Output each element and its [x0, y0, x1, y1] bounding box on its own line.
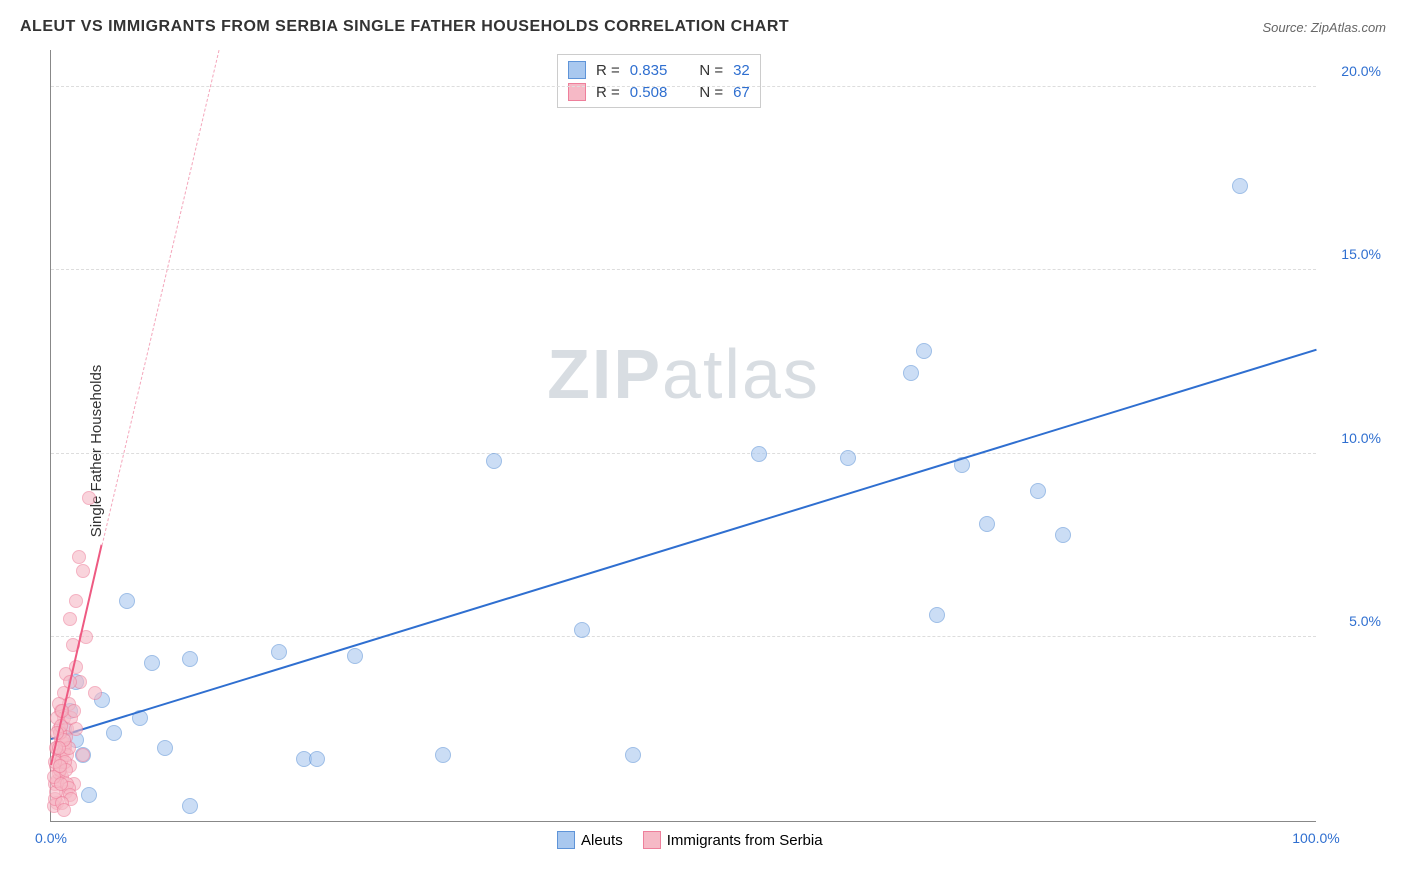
scatter-point [144, 655, 160, 671]
scatter-point [903, 365, 919, 381]
scatter-point [347, 648, 363, 664]
scatter-point [751, 446, 767, 462]
scatter-point [1030, 483, 1046, 499]
scatter-point [119, 593, 135, 609]
chart-source: Source: ZipAtlas.com [1262, 20, 1386, 35]
legend-swatch [557, 831, 575, 849]
series-legend: Aleuts Immigrants from Serbia [557, 831, 823, 849]
gridline [51, 86, 1316, 87]
scatter-point [840, 450, 856, 466]
scatter-point [157, 740, 173, 756]
scatter-point [106, 725, 122, 741]
scatter-point [486, 453, 502, 469]
chart-header: ALEUT VS IMMIGRANTS FROM SERBIA SINGLE F… [20, 18, 1386, 36]
legend-item: Aleuts [557, 831, 623, 849]
n-value: 32 [733, 62, 750, 79]
chart-title: ALEUT VS IMMIGRANTS FROM SERBIA SINGLE F… [20, 18, 789, 36]
y-tick-label: 5.0% [1321, 613, 1381, 629]
gridline [51, 636, 1316, 637]
scatter-point [309, 751, 325, 767]
scatter-point [57, 803, 71, 817]
scatter-point [1232, 178, 1248, 194]
scatter-point [76, 748, 90, 762]
legend-label: Immigrants from Serbia [667, 832, 823, 849]
scatter-point [63, 612, 77, 626]
legend-swatch [568, 61, 586, 79]
scatter-point [69, 594, 83, 608]
scatter-point [625, 747, 641, 763]
r-label: R = [596, 62, 620, 79]
scatter-point [979, 516, 995, 532]
scatter-point [81, 787, 97, 803]
scatter-point [54, 777, 68, 791]
scatter-plot: ZIPatlas R =0.835N =32R =0.508N =67 Aleu… [50, 50, 1316, 822]
x-tick-label: 100.0% [1292, 830, 1339, 846]
gridline [51, 453, 1316, 454]
y-tick-label: 15.0% [1321, 246, 1381, 262]
trendline [51, 349, 1317, 740]
scatter-point [1055, 527, 1071, 543]
scatter-point [271, 644, 287, 660]
trendline-dashed [101, 49, 219, 545]
stats-legend-row: R =0.508N =67 [568, 81, 750, 103]
legend-label: Aleuts [581, 832, 623, 849]
scatter-point [182, 651, 198, 667]
stats-legend: R = 0.835 N = 32 R =0.508N =67 [557, 54, 761, 108]
stats-legend-row: R = 0.835 N = 32 [568, 59, 750, 81]
scatter-point [76, 564, 90, 578]
legend-item: Immigrants from Serbia [643, 831, 823, 849]
scatter-point [72, 550, 86, 564]
gridline [51, 269, 1316, 270]
watermark-atlas: atlas [662, 335, 820, 413]
n-label: N = [699, 62, 723, 79]
y-tick-label: 20.0% [1321, 63, 1381, 79]
scatter-point [574, 622, 590, 638]
watermark-zip: ZIP [547, 335, 662, 413]
scatter-point [182, 798, 198, 814]
scatter-point [929, 607, 945, 623]
y-tick-label: 10.0% [1321, 430, 1381, 446]
watermark: ZIPatlas [547, 334, 820, 414]
legend-swatch [643, 831, 661, 849]
scatter-point [916, 343, 932, 359]
r-value: 0.835 [630, 62, 668, 79]
scatter-point [88, 686, 102, 700]
scatter-point [435, 747, 451, 763]
x-tick-label: 0.0% [35, 830, 67, 846]
chart-area: Single Father Households ZIPatlas R =0.8… [50, 50, 1386, 852]
scatter-point [82, 491, 96, 505]
scatter-point [53, 759, 67, 773]
